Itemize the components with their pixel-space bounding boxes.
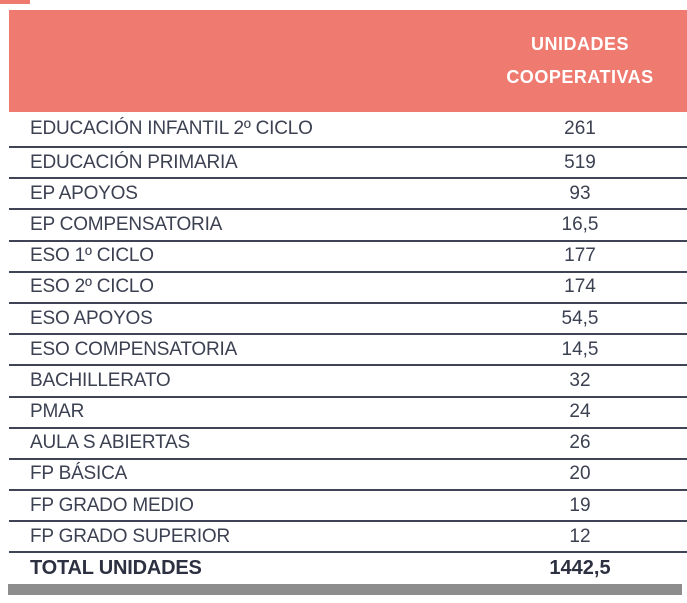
column-header-unidades-cooperativas: UNIDADES COOPERATIVAS	[480, 28, 680, 94]
table-row: FP GRADO MEDIO 19	[9, 491, 687, 523]
row-value: 174	[564, 276, 596, 298]
column-header-line2: COOPERATIVAS	[506, 67, 654, 87]
table-row: PMAR 24	[9, 398, 687, 429]
row-label: FP GRADO MEDIO	[30, 494, 194, 516]
units-table: EDUCACIÓN INFANTIL 2º CICLO 261 EDUCACIÓ…	[9, 112, 687, 584]
row-value: 32	[569, 369, 591, 391]
table-row: ESO 1º CICLO 177	[9, 242, 687, 273]
total-value: 1442,5	[549, 557, 611, 580]
table-row: EDUCACIÓN PRIMARIA 519	[9, 148, 687, 180]
table-row: ESO APOYOS 54,5	[9, 304, 687, 336]
row-value: 177	[564, 245, 596, 267]
table-row: FP BÁSICA 20	[9, 460, 687, 492]
row-label: ESO APOYOS	[30, 307, 153, 329]
table-header: UNIDADES COOPERATIVAS	[9, 10, 687, 112]
row-value: 16,5	[561, 213, 599, 235]
table-row: EP COMPENSATORIA 16,5	[9, 210, 687, 242]
row-label: EP APOYOS	[30, 182, 138, 204]
table-row: ESO COMPENSATORIA 14,5	[9, 335, 687, 367]
table-row: ESO 2º CICLO 174	[9, 273, 687, 304]
header-fragment	[0, 0, 30, 4]
table-row: BACHILLERATO 32	[9, 366, 687, 398]
row-label: AULA S ABIERTAS	[30, 432, 190, 454]
row-value: 20	[569, 463, 591, 485]
total-row: TOTAL UNIDADES 1442,5	[9, 553, 687, 584]
row-label: PMAR	[30, 401, 85, 423]
row-label: BACHILLERATO	[30, 369, 171, 391]
row-value: 519	[564, 151, 596, 173]
row-value: 26	[569, 432, 591, 454]
total-label: TOTAL UNIDADES	[30, 557, 202, 580]
row-label: ESO 2º CICLO	[30, 276, 154, 298]
row-value: 93	[569, 182, 591, 204]
row-label: ESO 1º CICLO	[30, 245, 154, 267]
row-value: 261	[564, 118, 596, 139]
row-label: ESO COMPENSATORIA	[30, 338, 238, 360]
row-label: FP GRADO SUPERIOR	[30, 525, 231, 547]
row-label: EDUCACIÓN PRIMARIA	[30, 151, 238, 173]
row-label: EDUCACIÓN INFANTIL 2º CICLO	[30, 118, 313, 139]
table-row: FP GRADO SUPERIOR 12	[9, 522, 687, 554]
row-label: FP BÁSICA	[30, 463, 128, 485]
column-header-line1: UNIDADES	[530, 34, 629, 54]
table-row: EDUCACIÓN INFANTIL 2º CICLO 261	[9, 112, 687, 148]
row-label: EP COMPENSATORIA	[30, 213, 223, 235]
table-row: AULA S ABIERTAS 26	[9, 429, 687, 460]
row-value: 54,5	[561, 307, 599, 329]
row-value: 24	[569, 401, 591, 423]
bottom-bar	[8, 584, 682, 595]
row-value: 19	[569, 494, 591, 516]
row-value: 14,5	[561, 338, 599, 360]
table-row: EP APOYOS 93	[9, 179, 687, 211]
row-value: 12	[569, 525, 591, 547]
